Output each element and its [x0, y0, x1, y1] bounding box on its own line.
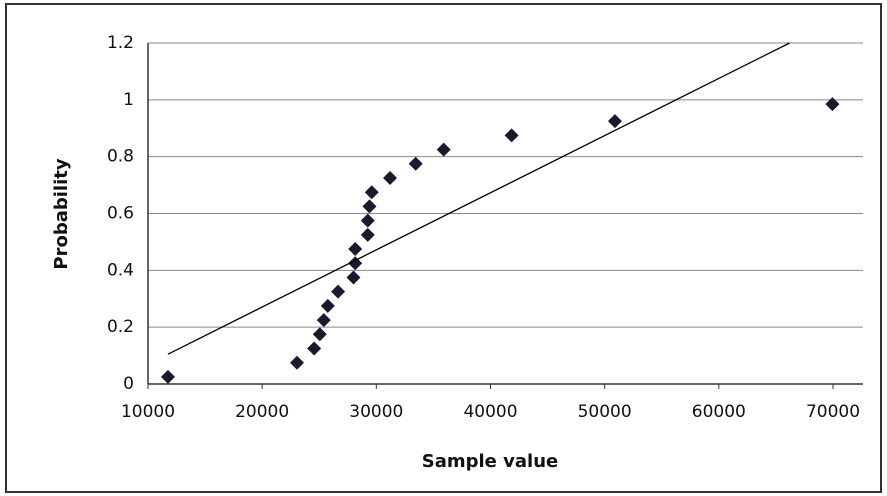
- x-tick-label: 20000: [235, 402, 289, 422]
- point: [160, 369, 175, 384]
- point: [331, 284, 346, 299]
- point: [348, 242, 363, 257]
- x-axis-title: Sample value: [422, 451, 558, 472]
- point: [362, 199, 377, 214]
- y-tick-label: 0.8: [107, 147, 134, 167]
- point: [316, 313, 331, 328]
- point: [289, 355, 304, 370]
- x-tick-label: 30000: [349, 402, 403, 422]
- x-tick-label: 10000: [121, 402, 175, 422]
- point: [364, 185, 379, 200]
- point: [825, 97, 840, 112]
- trendline: [167, 42, 790, 355]
- point: [360, 213, 375, 228]
- point: [320, 298, 335, 313]
- y-tick-label: 0.2: [107, 317, 134, 337]
- chart-border: [5, 3, 882, 493]
- y-tick-label: 1: [123, 90, 134, 110]
- y-tick-label: 0.4: [107, 260, 134, 280]
- point: [504, 128, 519, 143]
- y-tick-label: 0: [123, 374, 134, 394]
- point: [348, 256, 363, 271]
- x-tick-label: 70000: [806, 402, 860, 422]
- x-tick-label: 60000: [692, 402, 746, 422]
- point: [360, 227, 375, 242]
- point: [307, 341, 322, 356]
- y-tick-label: 1.2: [107, 33, 134, 53]
- point: [346, 270, 361, 285]
- point: [607, 114, 622, 129]
- x-tick-label: 50000: [578, 402, 632, 422]
- point: [312, 327, 327, 342]
- point: [436, 142, 451, 157]
- x-tick-label: 40000: [463, 402, 517, 422]
- y-axis-title: Probability: [51, 158, 72, 269]
- y-tick-label: 0.6: [107, 204, 134, 224]
- point: [383, 170, 398, 185]
- point: [408, 156, 423, 171]
